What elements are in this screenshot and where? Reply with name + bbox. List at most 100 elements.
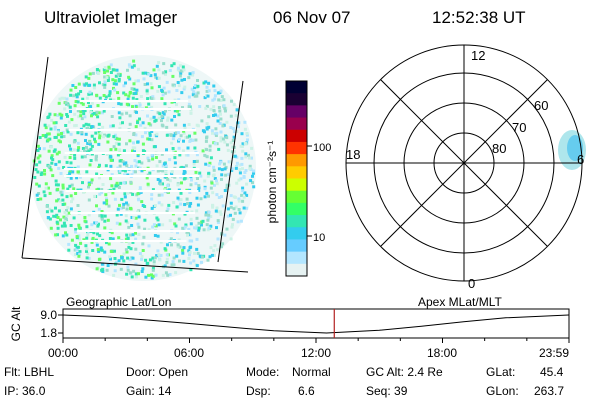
emission-speck bbox=[108, 91, 112, 95]
emission-speck bbox=[61, 183, 65, 187]
emission-speck bbox=[160, 114, 164, 118]
emission-speck bbox=[214, 209, 218, 213]
emission-speck bbox=[125, 164, 129, 168]
emission-speck bbox=[212, 109, 216, 112]
emission-speck bbox=[83, 149, 86, 153]
emission-speck bbox=[248, 156, 251, 160]
emission-speck bbox=[160, 152, 164, 156]
emission-speck bbox=[178, 69, 182, 73]
emission-speck bbox=[164, 109, 167, 113]
emission-speck bbox=[191, 93, 195, 97]
emission-speck bbox=[124, 237, 128, 241]
emission-speck bbox=[82, 112, 86, 116]
emission-speck bbox=[113, 79, 117, 83]
emission-speck bbox=[111, 78, 115, 82]
emission-speck bbox=[101, 125, 105, 129]
emission-speck bbox=[107, 204, 111, 208]
emission-speck bbox=[80, 155, 84, 159]
emission-speck bbox=[112, 135, 116, 139]
emission-speck bbox=[141, 242, 145, 246]
emission-speck bbox=[146, 156, 150, 160]
emission-speck bbox=[209, 246, 213, 250]
emission-speck bbox=[113, 257, 117, 260]
emission-speck bbox=[83, 115, 87, 119]
filter-status: Flt: LBHL bbox=[4, 365, 55, 379]
emission-speck bbox=[71, 170, 75, 174]
emission-speck bbox=[217, 196, 221, 199]
emission-speck bbox=[186, 146, 190, 150]
emission-speck bbox=[90, 92, 93, 96]
emission-speck bbox=[207, 115, 211, 119]
emission-speck bbox=[150, 97, 154, 101]
emission-speck bbox=[232, 150, 236, 154]
emission-speck bbox=[54, 162, 58, 166]
emission-speck bbox=[60, 113, 64, 117]
emission-speck bbox=[101, 83, 105, 87]
emission-speck bbox=[203, 96, 207, 100]
emission-speck bbox=[218, 121, 222, 125]
emission-speck bbox=[57, 198, 61, 202]
emission-speck bbox=[73, 153, 77, 157]
emission-speck bbox=[193, 131, 197, 135]
emission-speck bbox=[166, 207, 170, 211]
emission-speck bbox=[167, 90, 171, 94]
emission-speck bbox=[70, 200, 73, 204]
emission-speck bbox=[155, 76, 159, 80]
emission-speck bbox=[192, 259, 196, 263]
emission-speck bbox=[170, 100, 174, 104]
emission-speck bbox=[98, 234, 102, 238]
emission-speck bbox=[195, 247, 199, 251]
emission-speck bbox=[212, 114, 215, 117]
emission-speck bbox=[155, 216, 159, 220]
emission-speck bbox=[39, 173, 43, 176]
emission-speck bbox=[181, 251, 185, 255]
emission-speck bbox=[98, 96, 102, 100]
emission-speck bbox=[132, 269, 136, 273]
emission-speck bbox=[107, 94, 111, 98]
emission-speck bbox=[88, 152, 92, 156]
emission-speck bbox=[77, 226, 81, 230]
emission-speck bbox=[131, 149, 134, 153]
emission-speck bbox=[124, 214, 128, 218]
emission-speck bbox=[186, 202, 190, 205]
emission-speck bbox=[119, 181, 123, 185]
emission-speck bbox=[236, 220, 240, 224]
emission-speck bbox=[182, 131, 186, 135]
emission-speck bbox=[172, 201, 176, 204]
emission-speck bbox=[143, 218, 147, 222]
emission-speck bbox=[128, 271, 132, 275]
emission-speck bbox=[52, 121, 56, 125]
emission-speck bbox=[221, 137, 225, 141]
emission-speck bbox=[78, 250, 82, 254]
emission-speck bbox=[221, 204, 225, 208]
emission-speck bbox=[151, 267, 155, 270]
scan-gap bbox=[68, 129, 197, 131]
emission-speck bbox=[69, 224, 73, 227]
emission-speck bbox=[67, 103, 71, 107]
emission-speck bbox=[245, 133, 249, 137]
emission-speck bbox=[177, 66, 180, 70]
emission-speck bbox=[76, 109, 80, 113]
emission-speck bbox=[175, 103, 178, 107]
emission-speck bbox=[98, 134, 102, 138]
emission-speck bbox=[174, 123, 178, 127]
emission-speck bbox=[130, 216, 134, 219]
emission-speck bbox=[200, 119, 204, 123]
emission-speck bbox=[190, 87, 194, 91]
emission-speck bbox=[244, 152, 248, 156]
emission-speck bbox=[212, 84, 216, 88]
emission-speck bbox=[225, 186, 229, 190]
emission-speck bbox=[97, 111, 101, 115]
emission-speck bbox=[171, 260, 175, 264]
xtick-label-18: 18:00 bbox=[427, 346, 457, 360]
emission-speck bbox=[80, 132, 84, 136]
date-label: 06 Nov 07 bbox=[273, 8, 351, 27]
emission-speck bbox=[204, 80, 208, 84]
emission-speck bbox=[210, 129, 214, 133]
emission-speck bbox=[148, 133, 152, 137]
emission-speck bbox=[197, 226, 201, 230]
emission-speck bbox=[48, 112, 52, 116]
emission-speck bbox=[132, 82, 136, 86]
emission-speck bbox=[149, 117, 153, 121]
scan-gap bbox=[70, 212, 196, 214]
